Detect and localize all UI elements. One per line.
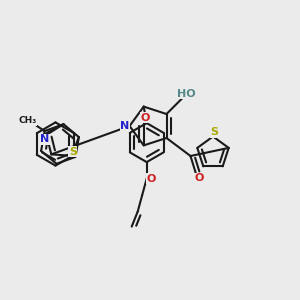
Text: HO: HO [177, 89, 195, 99]
Text: N: N [121, 121, 130, 131]
Text: O: O [146, 174, 156, 184]
Text: S: S [69, 147, 77, 157]
Text: CH₃: CH₃ [18, 116, 37, 125]
Text: O: O [194, 173, 204, 184]
Text: O: O [140, 112, 150, 122]
Text: N: N [40, 134, 50, 144]
Text: S: S [211, 127, 218, 137]
